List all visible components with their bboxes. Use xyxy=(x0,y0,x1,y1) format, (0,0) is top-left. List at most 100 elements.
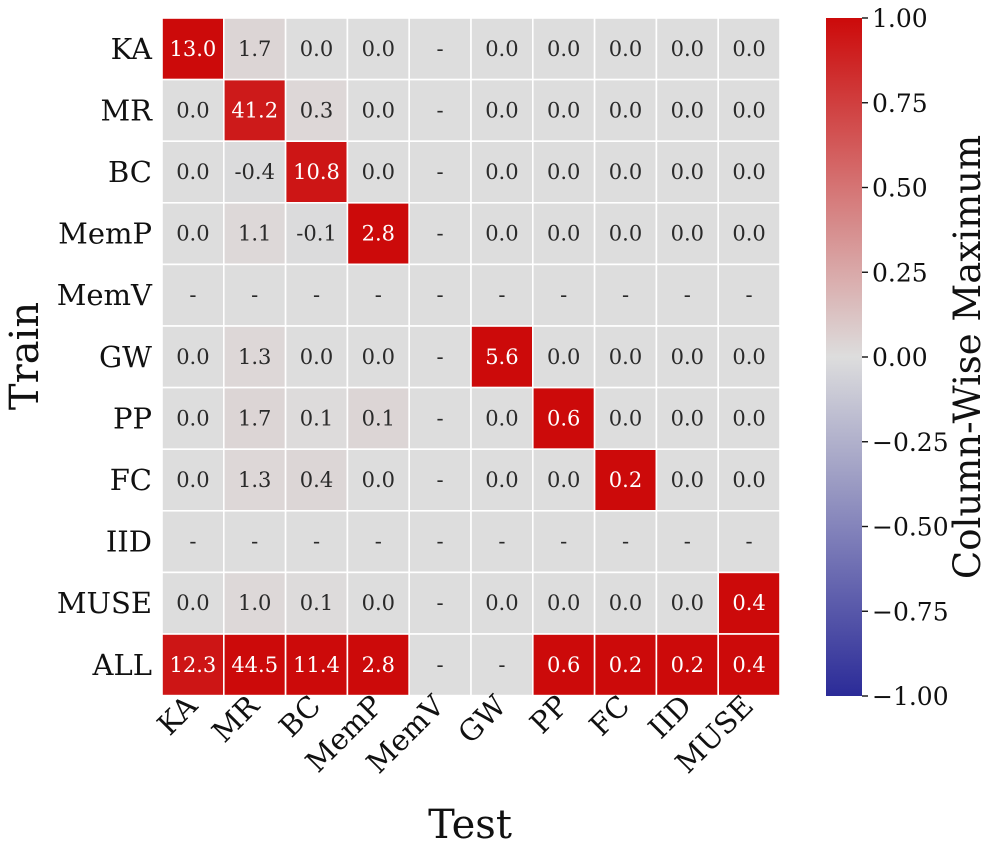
heatmap-cell xyxy=(593,509,658,574)
cell-value-label: - xyxy=(375,530,382,554)
heatmap-cell xyxy=(655,263,720,327)
cell-value-label: 0.0 xyxy=(362,37,395,61)
y-tick-labels: KA MR BC MemP MemV GW PP FC IID MUSE ALL xyxy=(57,32,153,682)
cell-value-label: 0.0 xyxy=(671,591,704,615)
heatmap-cell xyxy=(655,140,720,204)
cell-value-label: 0.0 xyxy=(671,468,704,492)
heatmap-cell xyxy=(408,325,472,389)
cell-value-label: - xyxy=(622,530,629,554)
cell-value-label: 0.0 xyxy=(176,406,209,430)
cell-value-label: -0.4 xyxy=(234,160,275,184)
cell-value-label: 0.0 xyxy=(176,345,209,369)
heatmap-cell xyxy=(655,448,720,512)
cell-value-label: 1.7 xyxy=(238,406,271,430)
cell-value-label: - xyxy=(498,530,505,554)
heatmap-cell xyxy=(717,17,781,81)
colorbar-tick-label: 1.00 xyxy=(872,4,928,33)
cell-value-label: - xyxy=(746,283,753,307)
heatmap-cell xyxy=(346,509,410,574)
heatmap-cell xyxy=(531,78,596,142)
y-tick-label: BC xyxy=(108,155,152,189)
heatmap-cell xyxy=(284,325,349,389)
cell-value-label: 0.0 xyxy=(732,222,765,246)
cell-value-label: 0.0 xyxy=(732,98,765,122)
heatmap-cell xyxy=(717,509,781,574)
cell-value-label: 0.0 xyxy=(300,345,333,369)
heatmap-cell xyxy=(593,571,658,635)
heatmap-cell xyxy=(531,386,596,451)
cell-value-label: 0.0 xyxy=(485,160,518,184)
cell-value-label: 0.0 xyxy=(547,222,580,246)
cell-value-label: 0.4 xyxy=(732,653,765,677)
cell-value-label: 0.0 xyxy=(547,591,580,615)
y-tick-label: FC xyxy=(110,463,152,497)
heatmap-cell xyxy=(284,448,349,512)
cell-value-label: 0.0 xyxy=(300,37,333,61)
heatmap-cell xyxy=(717,202,781,266)
heatmap-cell xyxy=(284,633,349,697)
heatmap-cell xyxy=(408,448,472,512)
heatmap-cell xyxy=(531,140,596,204)
cell-value-label: - xyxy=(437,345,444,369)
heatmap-cell xyxy=(717,386,781,451)
cell-value-label: 0.0 xyxy=(671,160,704,184)
cell-value-label: - xyxy=(560,530,567,554)
cell-value-label: 0.0 xyxy=(732,345,765,369)
cell-value-label: 0.2 xyxy=(671,653,704,677)
y-tick-label: ALL xyxy=(92,648,152,682)
cell-value-label: - xyxy=(437,468,444,492)
cell-value-label: 5.6 xyxy=(485,345,518,369)
heatmap-cell xyxy=(161,17,225,81)
colorbar-tick-label: 0.50 xyxy=(872,174,928,203)
y-axis-title: Train xyxy=(2,302,48,410)
heatmap-cell xyxy=(223,140,287,204)
cell-value-label: - xyxy=(684,530,691,554)
cell-value-label: 0.2 xyxy=(609,468,642,492)
heatmap-cell xyxy=(346,78,410,142)
cell-value-label: - xyxy=(251,530,258,554)
heatmap-cell xyxy=(346,386,410,451)
cell-value-label: 12.3 xyxy=(170,653,217,677)
cell-value-label: 0.4 xyxy=(732,591,765,615)
cell-value-label: - xyxy=(498,653,505,677)
cell-value-label: - xyxy=(746,530,753,554)
heatmap-cell xyxy=(470,325,534,389)
x-tick-label: GW xyxy=(451,688,513,750)
colorbar-tick-label: −1.00 xyxy=(872,682,949,711)
cell-value-label: - xyxy=(622,283,629,307)
cell-value-label: 0.0 xyxy=(176,160,209,184)
cell-value-label: 0.3 xyxy=(300,98,333,122)
heatmap-cell xyxy=(593,263,658,327)
heatmap-cell xyxy=(284,140,349,204)
y-tick-label: PP xyxy=(113,401,152,435)
heatmap-cell xyxy=(470,78,534,142)
heatmap-cell xyxy=(655,386,720,451)
cell-value-label: 0.0 xyxy=(485,222,518,246)
cell-value-label: 0.4 xyxy=(300,468,333,492)
heatmap-cell xyxy=(717,571,781,635)
cell-value-label: - xyxy=(437,160,444,184)
colorbar-tick-label: 0.25 xyxy=(872,258,928,287)
heatmap-cell xyxy=(470,202,534,266)
cell-value-label: 0.0 xyxy=(547,98,580,122)
cell-value-label: 0.0 xyxy=(609,98,642,122)
heatmap-cell xyxy=(593,448,658,512)
cell-value-label: 0.0 xyxy=(609,591,642,615)
cell-value-label: 0.1 xyxy=(300,591,333,615)
heatmap-cell xyxy=(223,633,287,697)
x-tick-label: MR xyxy=(205,688,266,749)
heatmap-cell xyxy=(655,325,720,389)
cell-value-label: 0.0 xyxy=(609,222,642,246)
heatmap-cell xyxy=(470,448,534,512)
cell-value-label: 0.0 xyxy=(485,591,518,615)
cell-value-label: 1.1 xyxy=(238,222,271,246)
y-tick-label: IID xyxy=(106,525,152,559)
heatmap-cell xyxy=(408,633,472,697)
cell-value-label: - xyxy=(498,283,505,307)
heatmap-cell xyxy=(161,202,225,266)
cell-value-label: - xyxy=(560,283,567,307)
cell-value-label: 44.5 xyxy=(231,653,278,677)
cell-value-label: -0.1 xyxy=(296,222,337,246)
cell-value-label: 0.6 xyxy=(547,653,580,677)
heatmap-cell xyxy=(346,325,410,389)
